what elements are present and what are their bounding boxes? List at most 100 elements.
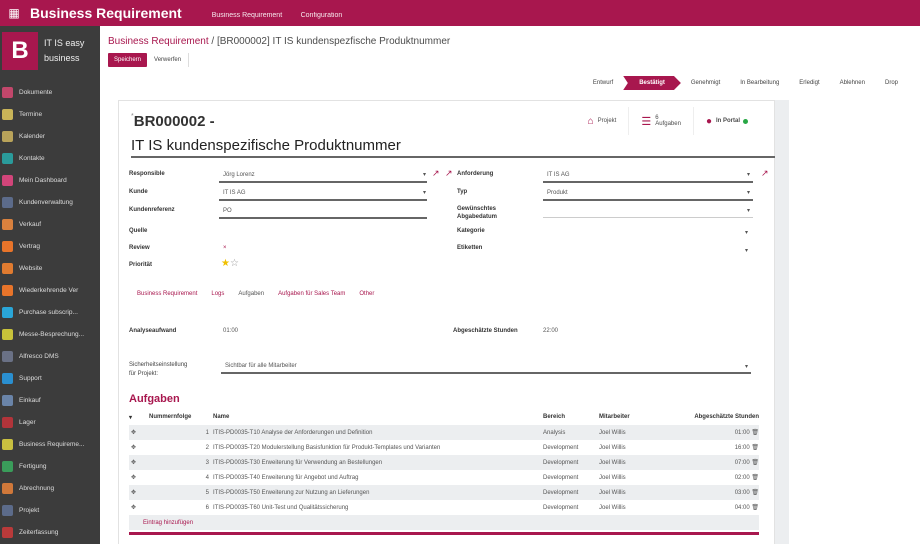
sidebar-item[interactable]: Website bbox=[0, 257, 100, 279]
customer-field[interactable]: IT IS AG bbox=[223, 190, 246, 196]
chevron-down-icon[interactable]: ▾ bbox=[423, 172, 427, 178]
tab-logs[interactable]: Logs bbox=[211, 291, 225, 297]
drag-handle-icon[interactable]: ✥ bbox=[131, 505, 137, 511]
discard-button[interactable]: Verwerfen bbox=[147, 53, 190, 67]
drag-handle-icon[interactable]: ✥ bbox=[129, 425, 149, 440]
table-row[interactable]: ✥ 5 ITIS-PD0035-T50 Erweiterung zur Nutz… bbox=[129, 485, 759, 500]
sidebar-item-label: Wiederkehrende Ver bbox=[19, 286, 79, 294]
reviewer-remove-icon[interactable]: × bbox=[223, 245, 227, 251]
sequence-cell: 1 bbox=[149, 425, 213, 440]
chevron-down-icon[interactable]: ▾ bbox=[747, 172, 751, 178]
menu-configuration[interactable]: Configuration bbox=[300, 12, 343, 19]
column-header-estimated-hours[interactable]: Abgeschätzte Stunden bbox=[694, 414, 759, 420]
sidebar-item[interactable]: Mein Dashboard bbox=[0, 169, 100, 191]
status-stage[interactable]: Drop bbox=[884, 80, 898, 86]
sort-icon[interactable]: ▾ bbox=[129, 414, 133, 421]
tasks-bottom-bar bbox=[129, 532, 759, 535]
tab-aufgaben[interactable]: Aufgaben bbox=[238, 291, 265, 297]
table-row[interactable]: ✥ 3 ITIS-PD0035-T30 Erweiterung für Verw… bbox=[129, 455, 759, 470]
column-header-name[interactable]: Name bbox=[213, 414, 230, 420]
chevron-down-icon[interactable]: ▾ bbox=[423, 190, 427, 196]
sidebar-item[interactable]: Verkauf bbox=[0, 213, 100, 235]
sidebar-item[interactable]: Abrechnung bbox=[0, 477, 100, 499]
external-link-icon[interactable]: ↗ bbox=[432, 168, 440, 178]
chevron-down-icon[interactable]: ▾ bbox=[747, 190, 751, 196]
drag-handle-icon[interactable]: ✥ bbox=[131, 445, 137, 451]
tasks-icon: ☰ bbox=[641, 115, 652, 128]
sequence-cell: 4 bbox=[205, 474, 209, 481]
apps-menu-icon[interactable]: ▦ bbox=[8, 6, 20, 20]
column-header-area[interactable]: Bereich bbox=[543, 414, 566, 420]
column-header-employee[interactable]: Mitarbeiter bbox=[599, 414, 630, 420]
chevron-down-icon[interactable]: ▾ bbox=[745, 248, 749, 254]
chevron-down-icon[interactable]: ▾ bbox=[745, 364, 749, 370]
sidebar-item-label: Alfresco DMS bbox=[19, 352, 59, 360]
sidebar-item[interactable]: Projekt bbox=[0, 499, 100, 521]
requested-by-field[interactable]: IT IS AG bbox=[547, 172, 570, 178]
sidebar-item[interactable]: Vertrag bbox=[0, 235, 100, 257]
requirement-name-field[interactable]: IT IS kundenspezifische Produktnummer bbox=[131, 137, 775, 158]
sidebar-item[interactable]: Termine bbox=[0, 103, 100, 125]
tab-business-requirement[interactable]: Business Requirement bbox=[137, 291, 198, 297]
drag-handle-icon[interactable]: ✥ bbox=[131, 475, 137, 481]
sidebar-item[interactable]: Lager bbox=[0, 411, 100, 433]
status-stage[interactable]: Bestätigt bbox=[623, 76, 681, 90]
status-stage[interactable]: Ablehnen bbox=[839, 80, 865, 86]
tab-sales-team-tasks[interactable]: Aufgaben für Sales Team bbox=[278, 291, 346, 297]
table-row[interactable]: ✥ 2 ITIS-PD0035-T20 Modulerstellung Basi… bbox=[129, 440, 759, 455]
star-filled-icon[interactable]: ★ bbox=[221, 258, 230, 269]
sidebar-item[interactable]: Zeiterfassung bbox=[0, 521, 100, 543]
chevron-down-icon[interactable]: ▾ bbox=[745, 230, 749, 236]
sidebar-item[interactable]: Business Requireme... bbox=[0, 433, 100, 455]
sequence-cell: 5 bbox=[149, 485, 213, 500]
sidebar-item[interactable]: Dokumente bbox=[0, 81, 100, 103]
security-field[interactable]: Sichtbar für alle Mitarbeiter bbox=[225, 363, 297, 369]
type-field[interactable]: Produkt bbox=[547, 190, 568, 196]
table-row[interactable]: ✥ 1 ITIS-PD0035-T10 Analyse der Anforder… bbox=[129, 425, 759, 440]
table-row[interactable]: ✥ 6 ITIS-PD0035-T60 Unit-Test und Qualit… bbox=[129, 500, 759, 515]
sidebar-item[interactable]: Kalender bbox=[0, 125, 100, 147]
breadcrumb-parent[interactable]: Business Requirement bbox=[108, 36, 209, 47]
breadcrumb-separator: / bbox=[211, 36, 215, 47]
trash-icon[interactable]: 🗑 bbox=[751, 430, 759, 436]
drag-handle-icon[interactable]: ✥ bbox=[129, 485, 149, 500]
portal-smart-button[interactable]: ● In Portal bbox=[692, 107, 760, 135]
responsible-field[interactable]: Jörg Lorenz bbox=[223, 172, 255, 178]
trash-icon[interactable]: 🗑 bbox=[751, 475, 759, 481]
sidebar-item[interactable]: Fertigung bbox=[0, 455, 100, 477]
sidebar-item[interactable]: Kundenverwaltung bbox=[0, 191, 100, 213]
chevron-down-icon[interactable]: ▾ bbox=[747, 208, 751, 214]
save-button[interactable]: Speichern bbox=[108, 53, 148, 67]
status-stage[interactable]: In Bearbeitung bbox=[740, 80, 780, 86]
tasks-smart-button[interactable]: ☰ 6 Aufgaben bbox=[628, 107, 693, 135]
table-row[interactable]: ✥ 4 ITIS-PD0035-T40 Erweiterung für Ange… bbox=[129, 470, 759, 485]
sidebar-item[interactable]: Kontakte bbox=[0, 147, 100, 169]
sidebar-item[interactable]: Wiederkehrende Ver bbox=[0, 279, 100, 301]
app-icon bbox=[2, 306, 13, 318]
sidebar-item[interactable]: Einkauf bbox=[0, 389, 100, 411]
menu-business-requirement[interactable]: Business Requirement bbox=[211, 12, 283, 19]
add-line-link[interactable]: Eintrag hinzufügen bbox=[129, 515, 759, 530]
external-link-icon[interactable]: ↗ bbox=[445, 168, 453, 178]
column-header-sequence[interactable]: Nummernfolge bbox=[149, 414, 192, 420]
sidebar-item[interactable]: Alfresco DMS bbox=[0, 345, 100, 367]
sidebar-item[interactable]: Purchase subscrip... bbox=[0, 301, 100, 323]
trash-icon[interactable]: 🗑 bbox=[751, 490, 759, 496]
sidebar-item[interactable]: Messe-Besprechung... bbox=[0, 323, 100, 345]
status-stage[interactable]: Genehmigt bbox=[690, 80, 721, 86]
priority-stars[interactable]: ★☆ bbox=[221, 258, 239, 269]
external-link-icon[interactable]: ↗ bbox=[761, 168, 769, 178]
sidebar-item[interactable]: Support bbox=[0, 367, 100, 389]
sidebar-item-label: Zeiterfassung bbox=[19, 528, 59, 536]
star-empty-icon[interactable]: ☆ bbox=[229, 258, 239, 269]
status-stage[interactable]: Entwurf bbox=[592, 80, 614, 86]
trash-icon[interactable]: 🗑 bbox=[751, 460, 759, 466]
trash-icon[interactable]: 🗑 bbox=[751, 505, 759, 511]
type-label: Typ bbox=[457, 189, 468, 195]
project-smart-button[interactable]: ⌂ Projekt bbox=[576, 107, 629, 135]
trash-icon[interactable]: 🗑 bbox=[751, 445, 759, 451]
tab-other[interactable]: Other bbox=[359, 291, 375, 297]
customer-reference-field[interactable]: PO bbox=[223, 208, 232, 214]
drag-handle-icon[interactable]: ✥ bbox=[129, 455, 149, 470]
status-stage[interactable]: Erledigt bbox=[799, 80, 820, 86]
